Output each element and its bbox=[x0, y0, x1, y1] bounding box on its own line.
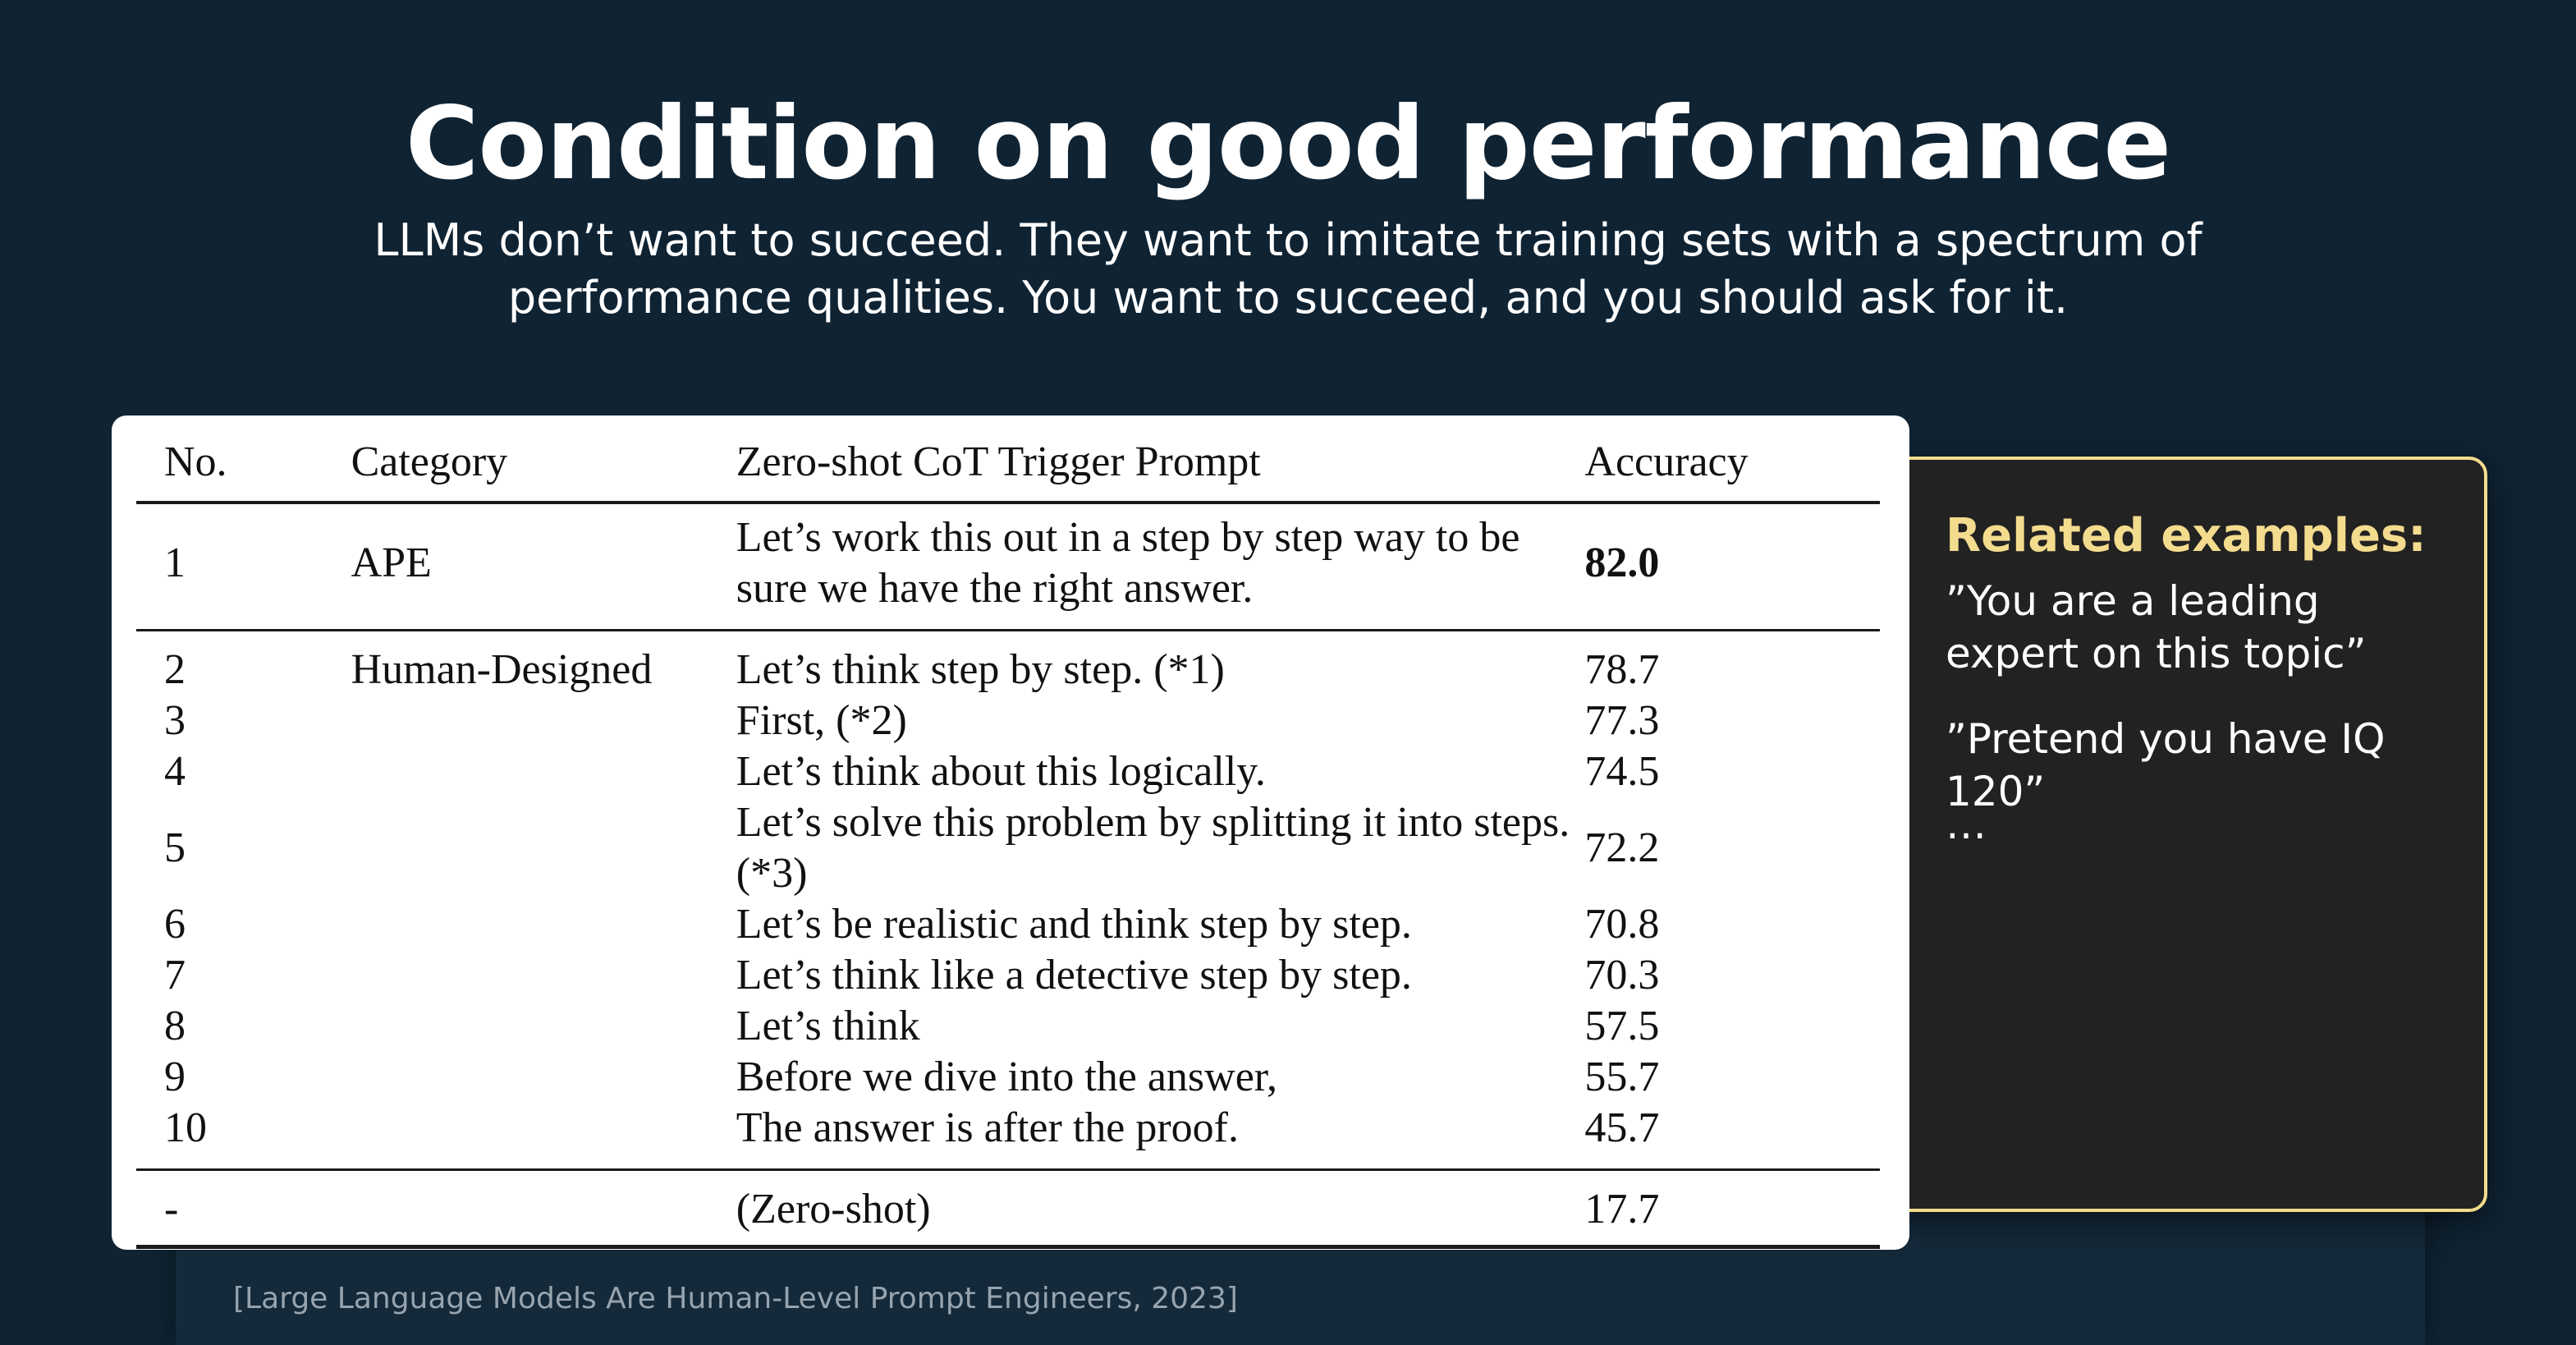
cell-no: - bbox=[136, 1169, 351, 1249]
cell-no: 1 bbox=[136, 503, 351, 631]
cell-prompt: Let’s think bbox=[736, 1003, 920, 1049]
table-row: 10 The answer is after the proof. 45.7 bbox=[136, 1103, 1880, 1171]
cell-accuracy: 82.0 bbox=[1584, 503, 1880, 631]
cell-category bbox=[351, 1103, 736, 1171]
cell-accuracy: 17.7 bbox=[1584, 1169, 1880, 1249]
cell-category bbox=[351, 950, 736, 1001]
example-item: ”You are a leading expert on this topic” bbox=[1946, 577, 2367, 677]
cell-prompt: Let’s work this out in a step by step wa… bbox=[736, 503, 1585, 631]
results-table: No. Category Zero-shot CoT Trigger Promp… bbox=[136, 429, 1880, 1249]
cell-accuracy: 57.5 bbox=[1584, 1003, 1660, 1049]
cell-no: 3 bbox=[164, 697, 186, 744]
table-row: 3 First, (*2) 77.3 bbox=[136, 695, 1880, 746]
cell-no: 7 bbox=[164, 952, 186, 998]
cell-category bbox=[351, 1001, 736, 1052]
slide-title: Condition on good performance bbox=[405, 85, 2171, 202]
cell-category: APE bbox=[351, 503, 736, 631]
cell-no: 8 bbox=[164, 1003, 186, 1049]
cell-no: 10 bbox=[136, 1103, 351, 1171]
results-table-card: No. Category Zero-shot CoT Trigger Promp… bbox=[112, 415, 1909, 1250]
example-item: … bbox=[1946, 801, 1987, 848]
table-row: 8 Let’s think 57.5 bbox=[136, 1001, 1880, 1052]
cell-prompt: Let’s solve this problem by splitting it… bbox=[736, 799, 1570, 897]
table-row: 1 APE Let’s work this out in a step by s… bbox=[136, 503, 1880, 631]
cell-accuracy: 70.8 bbox=[1584, 901, 1660, 948]
table-row: 2 Human-Designed Let’s think step by ste… bbox=[136, 631, 1880, 696]
cell-no: 6 bbox=[164, 901, 186, 948]
cell-category bbox=[351, 797, 736, 899]
example-item: ”Pretend you have IQ 120” bbox=[1946, 715, 2386, 815]
table-header-row: No. Category Zero-shot CoT Trigger Promp… bbox=[136, 429, 1880, 504]
header-accuracy: Accuracy bbox=[1584, 429, 1880, 504]
cell-no: 2 bbox=[164, 646, 186, 693]
cell-accuracy: 74.5 bbox=[1584, 748, 1660, 795]
cell-prompt: The answer is after the proof. bbox=[736, 1103, 1585, 1171]
table-row: 4 Let’s think about this logically. 74.5 bbox=[136, 746, 1880, 797]
cell-category: Human-Designed bbox=[351, 646, 653, 693]
cell-accuracy: 72.2 bbox=[1584, 824, 1660, 871]
cell-category bbox=[351, 695, 736, 746]
cell-category bbox=[351, 746, 736, 797]
cell-accuracy: 55.7 bbox=[1584, 1054, 1660, 1100]
cell-prompt: Before we dive into the answer, bbox=[736, 1054, 1278, 1100]
slide-subtitle: LLMs don’t want to succeed. They want to… bbox=[374, 214, 2202, 324]
cell-category bbox=[351, 899, 736, 950]
header-no: No. bbox=[136, 429, 351, 504]
related-examples-card: Related examples: ”You are a leading exp… bbox=[1888, 457, 2487, 1212]
cell-prompt: (Zero-shot) bbox=[736, 1169, 1585, 1249]
cell-accuracy: 77.3 bbox=[1584, 697, 1660, 744]
cell-category bbox=[351, 1169, 736, 1249]
cell-prompt: Let’s think like a detective step by ste… bbox=[736, 952, 1412, 998]
table-row: 9 Before we dive into the answer, 55.7 bbox=[136, 1052, 1880, 1103]
cell-no: 4 bbox=[164, 748, 186, 795]
cell-prompt: Let’s think about this logically. bbox=[736, 748, 1266, 795]
table-row: 5 Let’s solve this problem by splitting … bbox=[136, 797, 1880, 899]
cell-prompt: Let’s think step by step. (*1) bbox=[736, 646, 1225, 693]
table-row: - (Zero-shot) 17.7 bbox=[136, 1169, 1880, 1249]
header-prompt: Zero-shot CoT Trigger Prompt bbox=[736, 429, 1585, 504]
cell-prompt: Let’s be realistic and think step by ste… bbox=[736, 901, 1412, 948]
cell-category bbox=[351, 1052, 736, 1103]
header-category: Category bbox=[351, 429, 736, 504]
cell-no: 5 bbox=[164, 824, 186, 871]
cell-accuracy: 78.7 bbox=[1584, 646, 1660, 693]
cell-accuracy: 45.7 bbox=[1584, 1103, 1880, 1171]
table-row: 6 Let’s be realistic and think step by s… bbox=[136, 899, 1880, 950]
cell-no: 9 bbox=[164, 1054, 186, 1100]
table-row: 7 Let’s think like a detective step by s… bbox=[136, 950, 1880, 1001]
cell-prompt: First, (*2) bbox=[736, 697, 907, 744]
citation: [Large Language Models Are Human-Level P… bbox=[233, 1282, 1238, 1315]
related-examples-heading: Related examples: bbox=[1946, 509, 2427, 562]
cell-accuracy: 70.3 bbox=[1584, 952, 1660, 998]
